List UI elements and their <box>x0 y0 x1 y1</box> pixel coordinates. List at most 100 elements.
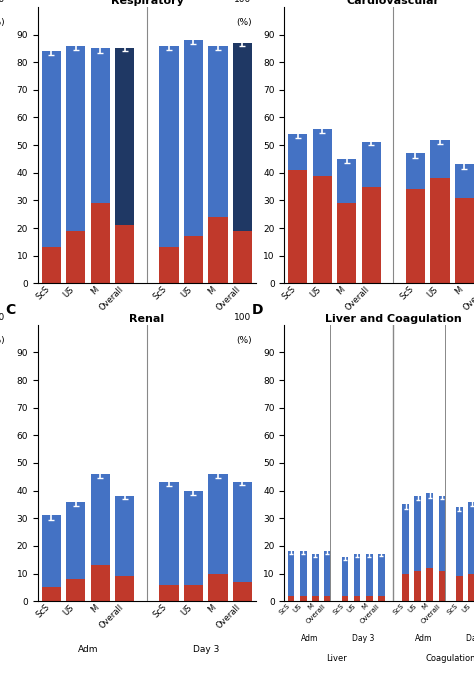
Bar <box>233 43 252 231</box>
Bar <box>288 596 294 601</box>
Bar <box>414 571 421 601</box>
Bar <box>159 482 179 585</box>
Bar <box>159 585 179 601</box>
Bar <box>233 482 252 582</box>
Bar <box>402 504 409 574</box>
Bar <box>342 557 348 596</box>
Bar <box>42 515 61 587</box>
Text: D: D <box>252 303 263 316</box>
Title: Liver and Coagulation: Liver and Coagulation <box>325 314 462 324</box>
Bar <box>42 247 61 283</box>
Bar <box>209 574 228 601</box>
Bar <box>406 189 425 283</box>
Bar <box>300 596 307 601</box>
Bar <box>42 51 61 247</box>
Text: 100: 100 <box>0 313 5 322</box>
Text: Adm: Adm <box>78 645 99 654</box>
Text: (%): (%) <box>0 18 5 27</box>
Bar <box>91 474 110 565</box>
Bar <box>406 153 425 189</box>
Bar <box>159 46 179 247</box>
Bar <box>354 596 360 601</box>
Bar <box>378 554 384 596</box>
Text: Day 3: Day 3 <box>192 328 219 337</box>
Bar <box>209 46 228 217</box>
Text: (%): (%) <box>236 18 252 27</box>
Bar <box>288 170 308 283</box>
Text: (%): (%) <box>0 336 5 345</box>
Bar <box>468 502 474 574</box>
Text: Day 3: Day 3 <box>439 328 465 337</box>
Bar <box>288 551 294 596</box>
Bar <box>233 231 252 283</box>
Bar <box>366 596 373 601</box>
Text: C: C <box>5 303 16 316</box>
Bar <box>455 198 474 283</box>
Bar <box>42 587 61 601</box>
Bar <box>366 554 373 596</box>
Bar <box>337 159 356 203</box>
Bar <box>66 231 85 283</box>
Legend: Organ Dysfunction, Organ Failure: Organ Dysfunction, Organ Failure <box>70 392 224 401</box>
Title: Renal: Renal <box>129 314 164 324</box>
Text: 100: 100 <box>235 0 252 4</box>
Bar <box>288 134 308 170</box>
Bar <box>312 596 319 601</box>
Text: Adm: Adm <box>415 634 432 643</box>
Bar <box>354 554 360 596</box>
Bar <box>438 496 445 571</box>
Text: Day 3: Day 3 <box>466 634 474 643</box>
Bar <box>184 585 203 601</box>
Bar <box>378 596 384 601</box>
Bar <box>438 571 445 601</box>
Bar <box>414 496 421 571</box>
Bar <box>468 574 474 601</box>
Bar <box>66 46 85 231</box>
Bar <box>115 225 135 283</box>
Bar <box>324 596 331 601</box>
Text: Adm: Adm <box>78 328 99 337</box>
Text: Adm: Adm <box>324 328 345 337</box>
Bar <box>342 596 348 601</box>
Text: Coagulation: Coagulation <box>425 654 474 663</box>
Bar <box>430 178 449 283</box>
Bar <box>456 576 463 601</box>
Bar <box>184 236 203 283</box>
Bar <box>430 140 449 178</box>
Bar <box>455 164 474 198</box>
Bar <box>159 247 179 283</box>
Text: (%): (%) <box>236 336 252 345</box>
Bar <box>115 576 135 601</box>
Title: Respiratory: Respiratory <box>110 0 183 6</box>
Text: Adm: Adm <box>301 634 318 643</box>
Bar <box>362 142 381 187</box>
Bar <box>456 507 463 576</box>
Bar <box>91 203 110 283</box>
Text: Day 3: Day 3 <box>192 645 219 654</box>
Bar <box>209 217 228 283</box>
Bar <box>91 48 110 203</box>
Bar <box>362 187 381 283</box>
Title: Cardiovascular: Cardiovascular <box>347 0 440 6</box>
Text: 100: 100 <box>235 313 252 322</box>
Bar <box>300 551 307 596</box>
Bar <box>209 474 228 574</box>
Bar <box>66 579 85 601</box>
Text: Liver: Liver <box>326 654 346 663</box>
Bar <box>66 502 85 579</box>
Bar <box>115 496 135 576</box>
Legend: Organ Dysfunction, Organ Failure: Organ Dysfunction, Organ Failure <box>317 392 470 401</box>
Bar <box>337 203 356 283</box>
Bar <box>427 568 433 601</box>
Text: 100: 100 <box>0 0 5 4</box>
Bar <box>324 551 331 596</box>
Bar <box>313 176 332 283</box>
Bar <box>184 40 203 236</box>
Bar <box>312 554 319 596</box>
Bar <box>402 574 409 601</box>
Bar <box>233 582 252 601</box>
Bar <box>184 491 203 585</box>
Text: Day 3: Day 3 <box>352 634 374 643</box>
Bar <box>427 493 433 568</box>
Bar <box>115 48 135 225</box>
